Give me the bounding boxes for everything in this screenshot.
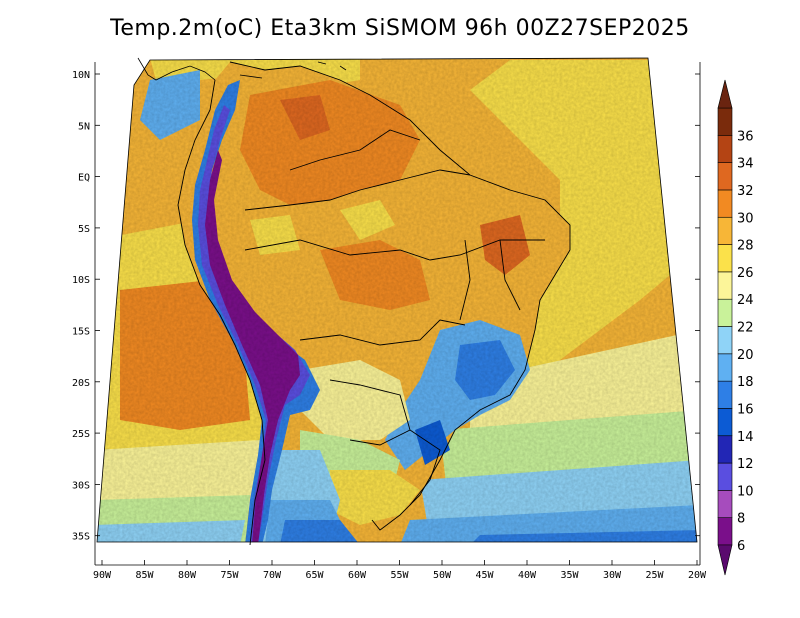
colorbar-segment: [717, 517, 733, 546]
colorbar-segment: [717, 435, 733, 464]
colorbar-segment: [717, 380, 733, 409]
colorbar-segment: [717, 162, 733, 191]
colorbar-label: 36: [737, 129, 754, 144]
lon-tick-label: 70W: [263, 570, 282, 581]
colorbar-label: 18: [737, 375, 754, 390]
colorbar-label: 20: [737, 348, 754, 363]
colorbar-label: 14: [737, 430, 754, 445]
colorbar-label: 24: [737, 293, 754, 308]
colorbar-label: 10: [737, 484, 754, 499]
lon-tick-label: 60W: [348, 570, 367, 581]
lat-tick-label: EQ: [78, 173, 90, 184]
colorbar-segment: [717, 216, 733, 245]
colorbar-label: 34: [737, 157, 754, 172]
lon-tick-label: 80W: [178, 570, 197, 581]
lon-tick-label: 85W: [135, 570, 154, 581]
lon-tick-label: 40W: [518, 570, 537, 581]
colorbar-label: 26: [737, 266, 754, 281]
colorbar-label: 6: [737, 539, 745, 554]
colorbar-segment: [717, 107, 733, 136]
map-frame: [96, 57, 698, 543]
colorbar-high-arrow: [717, 79, 733, 109]
temperature-field: [97, 58, 697, 542]
colorbar-segment: [717, 408, 733, 437]
latitude-axis: 10N 5N EQ 5S 10S 15S 20S 25S 30S 35S: [72, 62, 701, 566]
lon-tick-label: 90W: [93, 570, 112, 581]
colorbar-label: 22: [737, 321, 754, 336]
lat-tick-label: 15S: [72, 327, 90, 338]
colorbar-label: 12: [737, 457, 754, 472]
lat-tick-label: 5N: [78, 121, 90, 132]
lon-tick-label: 20W: [688, 570, 707, 581]
lon-tick-label: 50W: [433, 570, 452, 581]
colorbar-segment: [717, 189, 733, 218]
lon-tick-label: 75W: [220, 570, 239, 581]
lat-tick-label: 10N: [72, 70, 90, 81]
colorbar-segment: [717, 353, 733, 382]
lat-tick-label: 5S: [78, 224, 90, 235]
colorbar-label: 16: [737, 402, 754, 417]
colorbar-segment: [717, 490, 733, 518]
colorbar-segment: [717, 462, 733, 491]
colorbar-segment: [717, 244, 733, 273]
colorbar-label: 8: [737, 512, 745, 527]
colorbar: 6 8 10 12 14 16 18 20 22 24 26 28 30 32 34 36: [717, 79, 754, 576]
lon-tick-label: 30W: [603, 570, 622, 581]
colorbar-segment: [717, 271, 733, 300]
colorbar-segment: [717, 135, 733, 163]
lat-tick-label: 35S: [72, 532, 90, 543]
lat-tick-label: 25S: [72, 429, 90, 440]
colorbar-label: 32: [737, 184, 754, 199]
lon-tick-label: 65W: [305, 570, 324, 581]
lon-tick-label: 25W: [645, 570, 664, 581]
map-title: Temp.2m(oC) Eta3km SiSMOM 96h 00Z27SEP20…: [110, 16, 690, 41]
colorbar-segment: [717, 326, 733, 355]
lat-tick-label: 30S: [72, 480, 90, 491]
colorbar-label: 30: [737, 211, 754, 226]
lon-tick-label: 45W: [475, 570, 494, 581]
lat-tick-label: 10S: [72, 275, 90, 286]
longitude-axis: 90W 85W 80W 75W 70W 65W 60W 55W 50W 45W 40W 35W 30W 2…: [93, 560, 707, 581]
colorbar-low-arrow: [717, 544, 733, 576]
colorbar-segment: [717, 298, 733, 327]
political-boundaries: [177, 61, 571, 546]
lat-tick-label: 20S: [72, 378, 90, 389]
caribbean-coastline: [137, 57, 347, 81]
lon-tick-label: 55W: [390, 570, 409, 581]
lon-tick-label: 35W: [560, 570, 579, 581]
colorbar-label: 28: [737, 239, 754, 254]
